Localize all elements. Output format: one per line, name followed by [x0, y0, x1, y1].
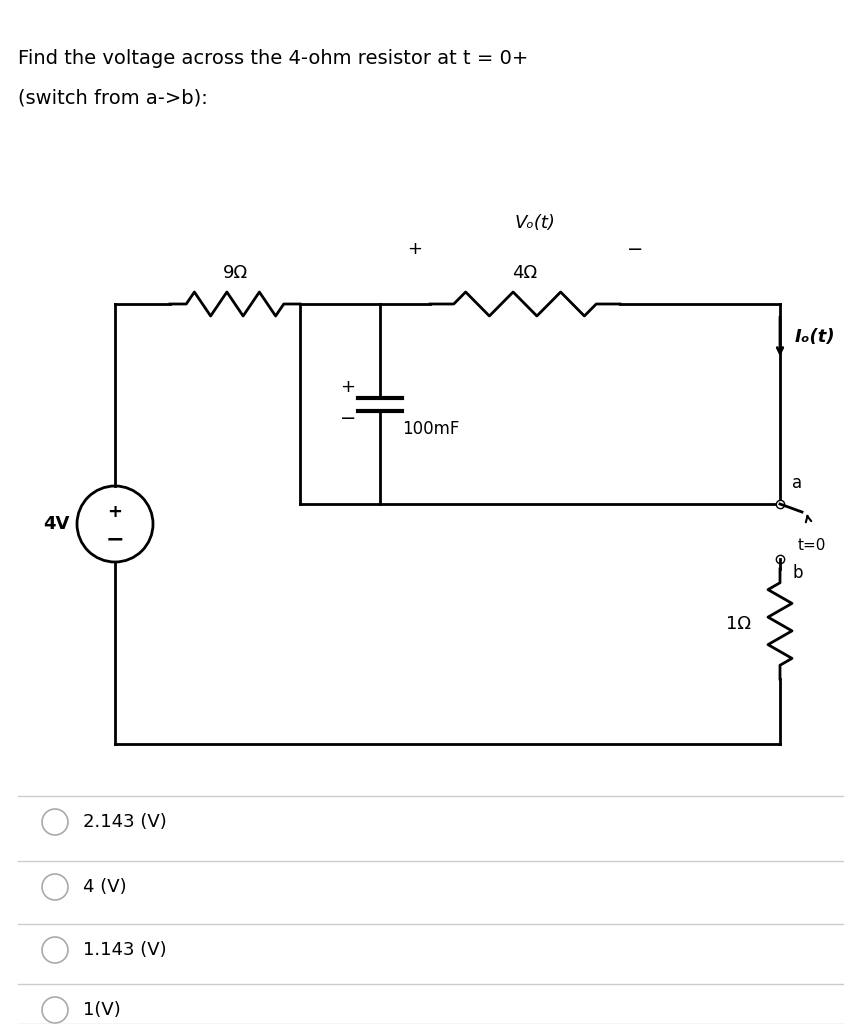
Text: −: −: [106, 529, 124, 549]
Text: 1.143 (V): 1.143 (V): [83, 941, 167, 959]
Text: −: −: [340, 409, 356, 428]
Text: −: −: [627, 240, 643, 258]
Text: 100mF: 100mF: [402, 420, 460, 438]
Text: 1Ω: 1Ω: [726, 615, 751, 633]
Text: 1(V): 1(V): [83, 1001, 121, 1019]
Text: t=0: t=0: [798, 539, 827, 554]
Text: +: +: [340, 379, 356, 396]
Text: Vₒ(t): Vₒ(t): [515, 214, 555, 232]
Text: 4 (V): 4 (V): [83, 878, 127, 896]
Text: 2.143 (V): 2.143 (V): [83, 813, 167, 831]
Text: a: a: [792, 474, 802, 492]
Text: (switch from a->b):: (switch from a->b):: [18, 89, 208, 108]
Text: +: +: [407, 240, 423, 258]
Text: Iₒ(t): Iₒ(t): [795, 328, 836, 345]
Text: +: +: [108, 503, 122, 521]
Text: 4V: 4V: [44, 515, 70, 534]
Text: b: b: [792, 564, 802, 582]
Text: 9Ω: 9Ω: [222, 264, 248, 282]
Text: 4Ω: 4Ω: [512, 264, 537, 282]
Text: Find the voltage across the 4-ohm resistor at t = 0+: Find the voltage across the 4-ohm resist…: [18, 49, 529, 68]
